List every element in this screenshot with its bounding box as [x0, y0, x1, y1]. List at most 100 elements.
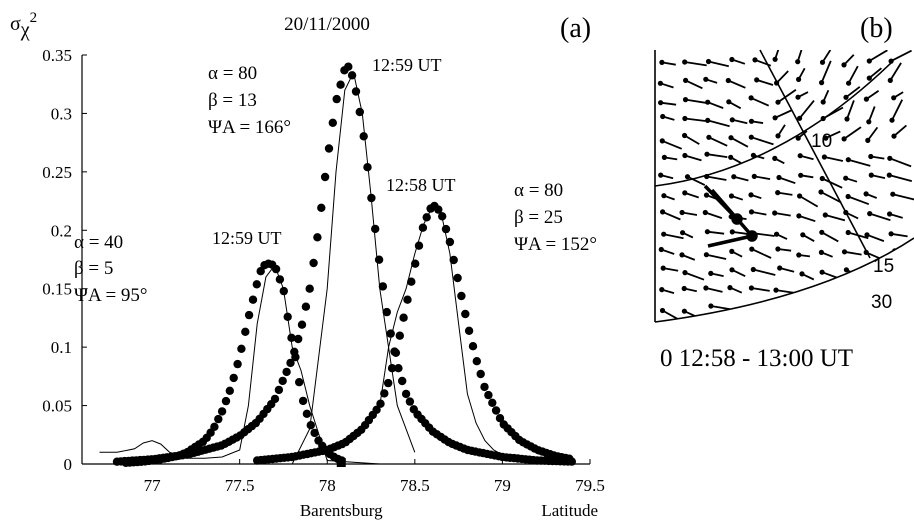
vector-arrow — [706, 175, 727, 181]
vector-arrow — [756, 79, 774, 86]
vector-origin — [659, 59, 665, 65]
series-point — [378, 282, 388, 291]
vector-origin — [703, 76, 709, 82]
vector-origin — [728, 135, 734, 141]
series-point — [374, 255, 384, 264]
vector-origin — [731, 174, 737, 180]
vector-arrow — [778, 176, 796, 185]
vector-arrow — [799, 195, 819, 208]
vector-origin — [706, 134, 712, 140]
x-tick-label: 78 — [319, 476, 336, 495]
vector-arrow — [663, 233, 684, 240]
vector-arrow — [710, 305, 730, 310]
vector-origin — [845, 193, 851, 200]
vector-origin — [821, 154, 828, 160]
vector-arrow — [801, 291, 819, 299]
contour-label-30: 30 — [871, 292, 892, 313]
vector-arrow — [892, 193, 914, 201]
vector-origin — [890, 191, 896, 197]
vector-origin — [748, 134, 754, 140]
vector-arrow — [661, 140, 683, 150]
vector-origin — [845, 229, 851, 236]
vector-origin — [705, 58, 712, 65]
series-point — [302, 409, 312, 418]
vector-origin — [748, 118, 755, 124]
vector-origin — [796, 76, 802, 82]
vector-origin — [797, 115, 803, 121]
vector-arrow — [751, 136, 774, 146]
vector-arrow — [684, 154, 702, 162]
vector-origin — [657, 80, 664, 86]
vector-origin — [708, 303, 714, 309]
annotation-line: α = 80 — [514, 180, 563, 201]
vector-origin — [682, 152, 688, 159]
vector-arrow — [751, 248, 772, 259]
vector-origin — [682, 132, 688, 139]
vector-origin — [703, 252, 710, 258]
y-tick-label: 0.3 — [51, 104, 72, 123]
vector-origin — [750, 152, 757, 158]
vector-arrow — [893, 124, 907, 137]
vector-origin — [684, 174, 691, 180]
vector-origin — [891, 133, 897, 139]
vector-arrow — [750, 97, 770, 107]
vector-origin — [841, 136, 847, 142]
annotation-left-params: α = 40 β = 5 ΨA = 95° — [74, 232, 148, 306]
series-point — [472, 357, 481, 366]
vector-origin — [819, 59, 826, 65]
series-line-3 — [99, 264, 503, 465]
vector-origin — [704, 151, 710, 157]
vector-arrow — [847, 306, 869, 312]
y-tick-label: 0.1 — [51, 338, 72, 357]
vector-origin — [863, 249, 869, 255]
vector-origin — [772, 155, 778, 161]
series-point — [372, 405, 381, 414]
vector-origin — [658, 246, 664, 253]
vector-origin — [705, 99, 711, 105]
vector-origin — [823, 135, 829, 141]
panel-b-label: (b) — [860, 13, 893, 44]
vector-origin — [819, 229, 825, 235]
vector-arrow — [820, 191, 842, 204]
annotation-time-middle: 12:59 UT — [372, 55, 442, 75]
vector-origin — [888, 58, 894, 64]
vector-origin — [820, 115, 826, 122]
x-tick-label: 78.5 — [400, 476, 430, 495]
contour-label-15: 15 — [873, 256, 894, 277]
vector-origin — [729, 248, 735, 254]
vector-origin — [682, 115, 688, 122]
vector-arrow — [890, 232, 908, 238]
vector-origin — [863, 191, 869, 197]
vector-origin — [681, 308, 688, 314]
x-axis-label: Latitude — [541, 501, 598, 520]
series-point — [495, 414, 505, 423]
vector-origin — [820, 99, 826, 105]
vector-origin — [773, 287, 779, 293]
vector-origin — [887, 211, 893, 217]
vector-origin — [728, 154, 734, 160]
vector-arrow — [684, 117, 706, 122]
annotation-line: α = 80 — [208, 63, 257, 84]
vector-arrow — [705, 287, 723, 293]
annotation-middle-params: α = 80 β = 13 ΨA = 166° — [208, 63, 291, 138]
series-point — [244, 310, 254, 320]
vector-origin — [845, 157, 851, 163]
vector-arrow — [662, 211, 681, 221]
x-tick-label: 77.5 — [225, 476, 255, 495]
vector-origin — [682, 270, 688, 276]
vector-origin — [795, 308, 801, 314]
series-point — [282, 367, 291, 377]
y-tick-label: 0.2 — [51, 221, 72, 240]
annotation-right-params: α = 80 β = 25 ΨA = 152° — [514, 180, 597, 255]
vector-origin — [754, 77, 760, 83]
annotation-line: β = 5 — [74, 258, 113, 279]
vector-arrow — [820, 60, 832, 83]
series-point — [301, 302, 311, 311]
vector-arrow — [822, 106, 844, 120]
series-point — [405, 397, 415, 406]
series-point — [457, 291, 466, 301]
vector-origin — [708, 270, 714, 276]
vector-arrow — [707, 119, 730, 128]
annotation-line: ΨA = 152° — [514, 234, 597, 255]
